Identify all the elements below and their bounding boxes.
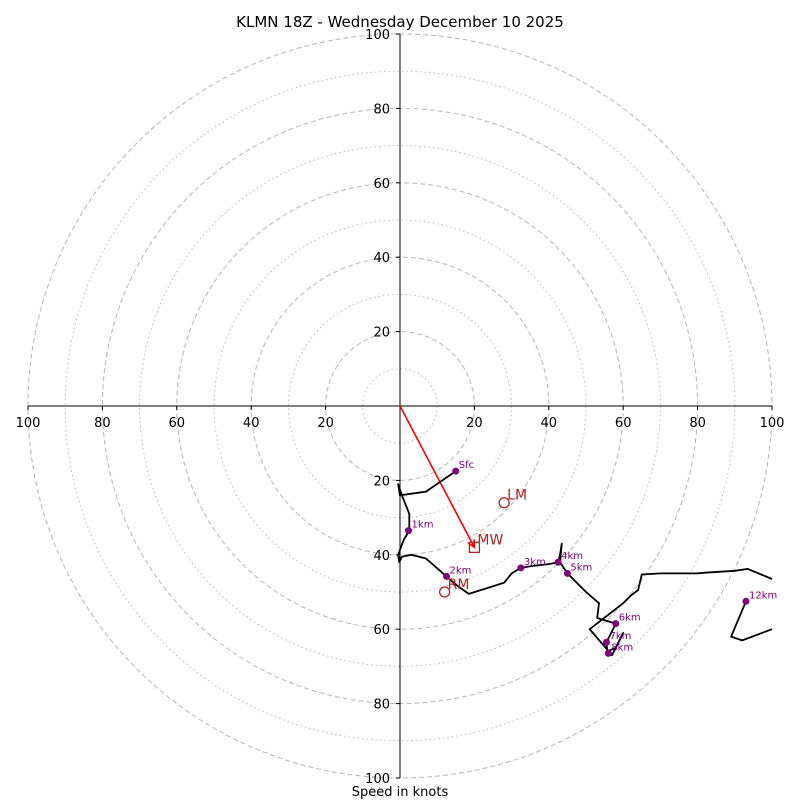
height-point-label: 1km — [412, 520, 434, 531]
storm-motion-label: LM — [507, 488, 527, 504]
height-point-label: 7km — [609, 631, 631, 642]
height-point — [563, 569, 571, 577]
x-tick-label: 100 — [16, 416, 41, 431]
height-point — [604, 649, 612, 657]
x-tick-label: 60 — [169, 416, 186, 431]
height-point-label: Sfc — [459, 460, 474, 471]
height-point — [742, 597, 750, 605]
x-tick-label: 20 — [317, 416, 334, 431]
storm-motion-label: MW — [477, 532, 503, 548]
storm-motion-marker — [438, 586, 451, 598]
x-tick-label: 40 — [243, 416, 260, 431]
storm-motion-layer: LM MW RM — [438, 488, 527, 598]
height-point — [405, 527, 413, 535]
tick-labels: 100 80 60 40 20 20 40 60 80 100 20 40 60 80 100 20 40 60 8… — [16, 28, 785, 787]
mean-wind-arrow — [399, 405, 476, 548]
y-tick-label: 100 — [365, 28, 390, 43]
y-tick-label: 60 — [373, 623, 390, 638]
y-tick-label: 20 — [373, 474, 390, 489]
height-point-label: 12km — [749, 590, 777, 601]
y-tick-label: 60 — [373, 177, 390, 192]
x-tick-label: 20 — [466, 416, 483, 431]
y-tick-label: 80 — [373, 102, 390, 117]
x-tick-label: 100 — [760, 416, 785, 431]
x-tick-label: 40 — [541, 416, 558, 431]
height-point — [554, 558, 562, 566]
chart-title: KLMN 18Z - Wednesday December 10 2025 — [236, 13, 564, 31]
height-point-label: 8km — [611, 642, 633, 653]
height-point — [602, 638, 610, 646]
x-tick-label: 60 — [615, 416, 632, 431]
y-tick-label: 80 — [373, 698, 390, 713]
height-point-label: 6km — [619, 613, 641, 624]
height-point-label: 2km — [450, 565, 472, 576]
y-tick-label: 100 — [365, 772, 390, 787]
height-point — [612, 620, 620, 628]
mean-wind-marker — [468, 541, 481, 554]
height-point-label: 3km — [524, 557, 546, 568]
y-tick-label: 20 — [373, 326, 390, 341]
storm-motion-marker — [498, 497, 510, 509]
height-point — [443, 572, 450, 580]
wind-trace-tail — [730, 600, 773, 642]
wind-trace — [397, 470, 773, 657]
x-axis-label: Speed in knots — [352, 785, 449, 800]
y-tick-label: 40 — [373, 549, 390, 564]
height-point — [452, 467, 460, 475]
storm-motion-label: RM — [448, 577, 470, 593]
height-point-label: 5km — [570, 562, 592, 573]
wind-trace-layer — [397, 470, 773, 657]
height-point — [517, 564, 525, 572]
x-tick-label: 80 — [94, 416, 111, 431]
height-point-label: 4km — [561, 551, 583, 562]
x-tick-label: 80 — [689, 416, 706, 431]
y-tick-label: 40 — [373, 251, 390, 266]
